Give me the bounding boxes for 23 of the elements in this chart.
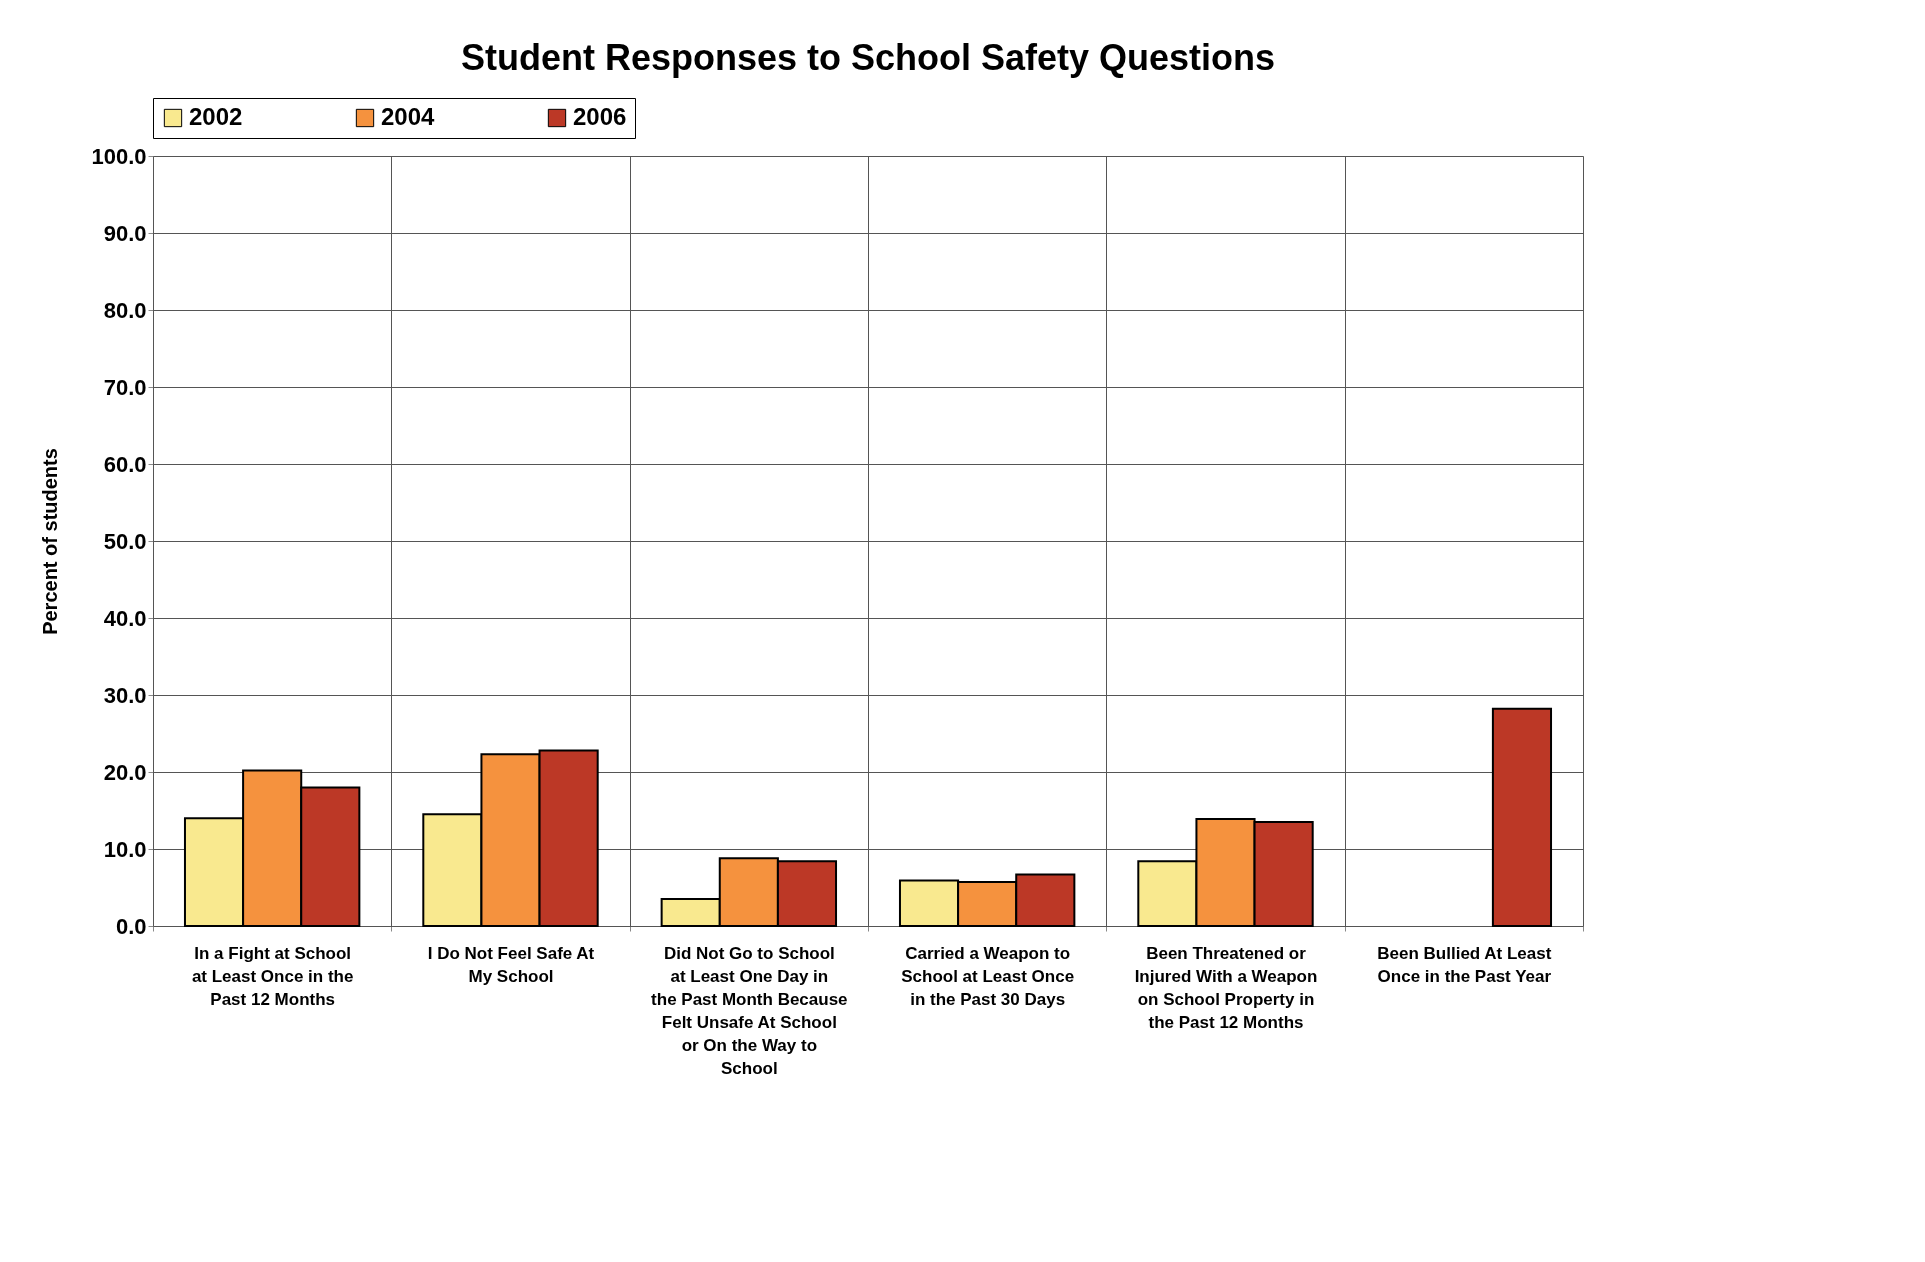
y-tick-label: 70.0 [103, 374, 147, 400]
y-tick-label: 0.0 [115, 913, 147, 939]
x-tick-label: In a Fight at School at Least Once in the Past 12 Months [191, 943, 354, 1009]
y-tick-label: 90.0 [103, 220, 147, 246]
y-tick-label: 10.0 [103, 836, 147, 862]
y-axis-title: Percent of students [39, 448, 62, 635]
y-tick-label: 80.0 [103, 297, 147, 323]
y-tick-label: 100.0 [91, 143, 147, 169]
bar [1491, 707, 1553, 927]
y-tick-label: 30.0 [103, 682, 147, 708]
x-tick-label: Carried a Weapon to School at Least Once in the Past 30 Days [901, 943, 1075, 1009]
legend-label: 2006 [573, 103, 627, 130]
y-tick-label: 50.0 [103, 528, 147, 554]
legend-label: 2004 [381, 103, 436, 130]
x-tick-label: I Do Not Feel Safe At My School [427, 943, 595, 986]
chart-title: Student Responses to School Safety Questions [460, 36, 1276, 78]
y-tick-label: 40.0 [103, 605, 147, 631]
y-tick-label: 60.0 [103, 451, 147, 477]
y-tick-label: 20.0 [103, 759, 147, 785]
x-tick-label: Did Not Go to School at Least One Day in the Past Month Because Felt Unsafe At School or On the Way to School [651, 943, 848, 1078]
x-tick-label: Been Threatened or Injured With a Weapon on School Property in the Past 12 Months [1134, 943, 1318, 1032]
legend-label: 2002 [189, 103, 243, 130]
x-tick-label: Been Bullied At Least Once in the Past Year [1377, 943, 1552, 986]
